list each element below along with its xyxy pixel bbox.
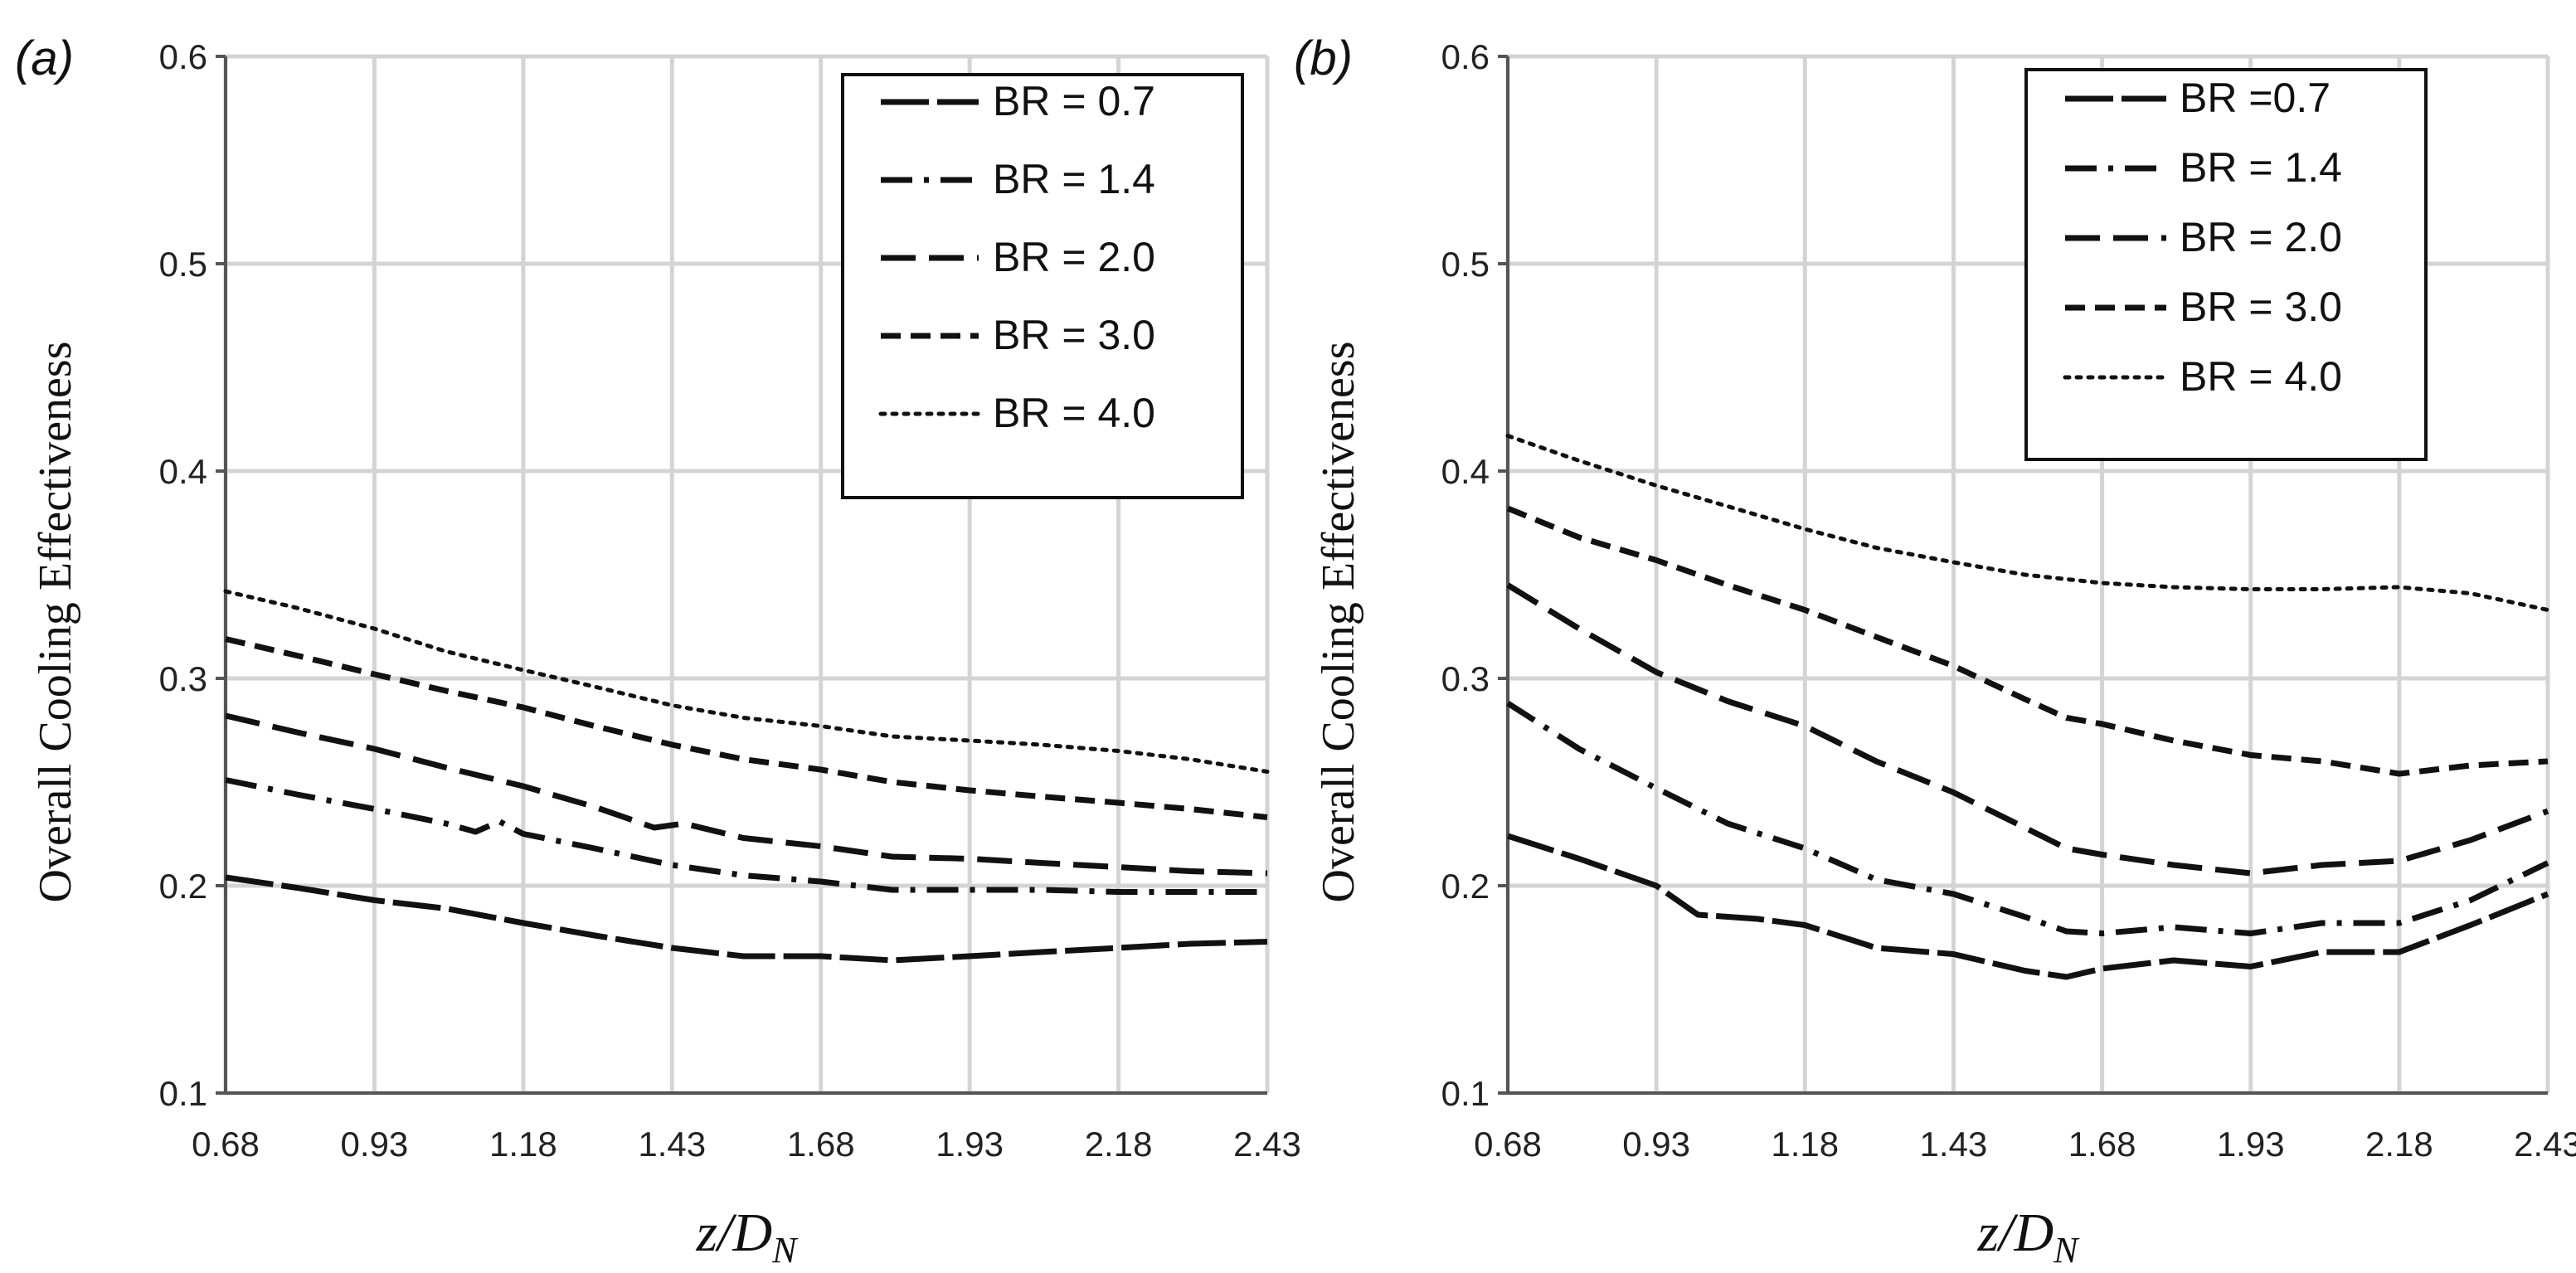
- series-lines-b: [1505, 434, 2550, 980]
- legend-b: BR =0.7 BR = 1.4 BR = 2.0 BR = 3.0 BR = 4.0: [2024, 68, 2428, 461]
- legend-a: BR = 0.7 BR = 1.4 BR = 2.0 BR = 3.0 BR = 4.0: [841, 73, 1244, 499]
- panel-label-b: (b): [1294, 32, 1353, 85]
- y-tick-label-a-5: 0.6: [159, 37, 207, 76]
- x-tick-label-b-7: 2.43: [2514, 1125, 2576, 1164]
- x-axis-title-base-b: z/D: [1976, 1203, 2054, 1263]
- x-tick-label-a-1: 0.93: [341, 1125, 409, 1164]
- x-tick-labels-b: 0.68 0.93 1.18 1.43 1.68 1.93 2.18 2.43: [1474, 1125, 2576, 1164]
- panel-b: (b) 0.1 0.2 0.3 0.4 0.5 0.6 0.68 0.93 1.18 1.43 1…: [1294, 32, 2576, 1271]
- legend-label-a-4: BR = 4.0: [993, 390, 1155, 436]
- series-line-a-1: [225, 777, 1267, 895]
- x-axis-title-sub-a: N: [771, 1230, 799, 1271]
- legend-label-a-2: BR = 2.0: [993, 234, 1155, 280]
- x-tick-label-a-7: 2.43: [1233, 1125, 1301, 1164]
- y-axis-title-a: Overall Cooling Effectiveness: [30, 341, 81, 902]
- x-axis-title-b: z/DN: [1976, 1203, 2080, 1271]
- legend-label-b-3: BR = 3.0: [2180, 284, 2342, 330]
- y-tick-label-a-0: 0.1: [159, 1074, 207, 1113]
- y-tick-label-a-3: 0.4: [159, 452, 207, 491]
- y-axis-title-b: Overall Cooling Effectiveness: [1313, 341, 1364, 902]
- legend-label-a-3: BR = 3.0: [993, 312, 1155, 358]
- panel-label-a: (a): [15, 32, 74, 85]
- x-tick-label-a-2: 1.18: [489, 1125, 557, 1164]
- y-tick-label-b-0: 0.1: [1441, 1074, 1490, 1113]
- y-tick-labels-b: 0.1 0.2 0.3 0.4 0.5 0.6: [1441, 37, 1490, 1113]
- legend-label-b-0: BR =0.7: [2180, 75, 2331, 121]
- y-tick-label-a-1: 0.2: [159, 867, 207, 906]
- x-tick-label-a-0: 0.68: [192, 1125, 260, 1164]
- legend-label-a-0: BR = 0.7: [993, 78, 1155, 124]
- y-tick-labels-a: 0.1 0.2 0.3 0.4 0.5 0.6: [159, 37, 207, 1113]
- y-tick-label-a-2: 0.3: [159, 659, 207, 698]
- legend-label-b-2: BR = 2.0: [2180, 214, 2342, 260]
- plot-frame-b: [1498, 55, 2548, 1095]
- series-line-a-0: [225, 874, 1268, 964]
- plot-frame-a: [216, 55, 1267, 1095]
- series-line-a-4: [223, 589, 1270, 774]
- series-line-a-2: [225, 712, 1268, 877]
- x-tick-label-b-6: 2.18: [2365, 1125, 2433, 1164]
- y-tick-label-b-2: 0.3: [1441, 659, 1490, 698]
- x-tick-label-b-0: 0.68: [1474, 1125, 1542, 1164]
- y-tick-label-b-4: 0.5: [1441, 245, 1490, 284]
- x-tick-label-a-4: 1.68: [787, 1125, 855, 1164]
- x-tick-label-a-6: 2.18: [1085, 1125, 1153, 1164]
- series-line-b-0: [1506, 833, 2549, 980]
- x-tick-label-b-5: 1.93: [2217, 1125, 2285, 1164]
- x-tick-label-a-3: 1.43: [638, 1125, 706, 1164]
- x-tick-label-b-1: 0.93: [1622, 1125, 1690, 1164]
- x-tick-label-a-5: 1.93: [936, 1125, 1004, 1164]
- legend-box-a: [841, 73, 1244, 499]
- series-line-a-3: [225, 636, 1268, 820]
- x-tick-label-b-2: 1.18: [1771, 1125, 1839, 1164]
- legend-box-b: [2024, 68, 2428, 461]
- y-tick-label-b-1: 0.2: [1441, 867, 1490, 906]
- x-tick-label-b-4: 1.68: [2068, 1125, 2136, 1164]
- x-tick-labels-a: 0.68 0.93 1.18 1.43 1.68 1.93 2.18 2.43: [192, 1125, 1301, 1164]
- series-line-b-2: [1506, 582, 2549, 877]
- x-tick-label-b-3: 1.43: [1920, 1125, 1988, 1164]
- series-line-b-4: [1505, 434, 2550, 612]
- panel-a: (a) 0.1 0.2 0.3 0.4 0.5 0.6 0.68 0.93 1.18 1.43 1…: [15, 32, 1301, 1271]
- x-axis-title-a: z/DN: [695, 1203, 799, 1271]
- series-line-b-1: [1506, 701, 2549, 936]
- legend-label-b-4: BR = 4.0: [2180, 353, 2342, 400]
- series-lines-a: [223, 589, 1270, 964]
- legend-label-a-1: BR = 1.4: [993, 156, 1155, 202]
- x-axis-title-sub-b: N: [2053, 1230, 2080, 1271]
- series-line-b-3: [1506, 505, 2549, 777]
- legend-label-b-1: BR = 1.4: [2180, 144, 2342, 191]
- y-tick-label-b-3: 0.4: [1441, 452, 1490, 491]
- y-tick-label-b-5: 0.6: [1441, 37, 1490, 76]
- x-axis-title-base-a: z/D: [695, 1203, 772, 1263]
- y-tick-label-a-4: 0.5: [159, 245, 207, 284]
